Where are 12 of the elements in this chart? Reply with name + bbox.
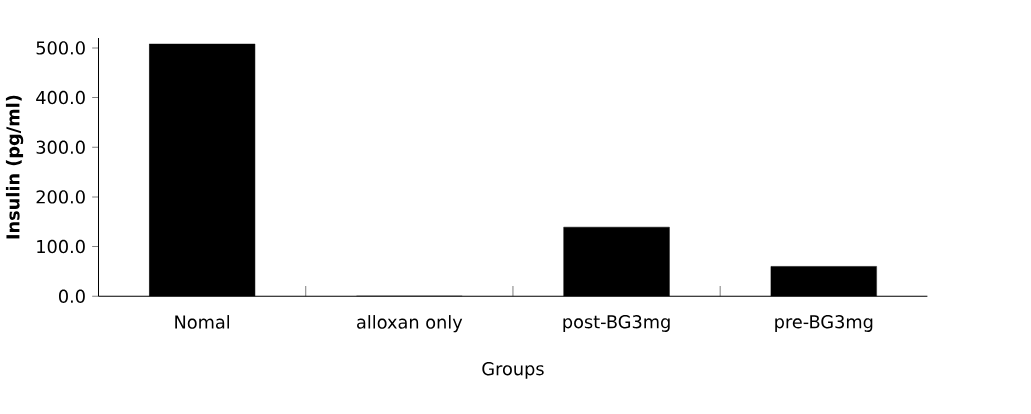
x-axis-title: Groups [482, 362, 544, 379]
y-tick-label: 100.0 [37, 239, 85, 254]
x-tick-label: post-BG3mg [563, 315, 670, 332]
y-tick-label: 0.0 [59, 289, 85, 303]
y-tick-label: 400.0 [36, 90, 85, 105]
y-tick-label: 500.0 [36, 41, 85, 55]
x-tick-label: pre-BG3mg [775, 315, 873, 332]
y-tick-label: 200.0 [36, 190, 85, 204]
y-tick-label: 300.0 [36, 140, 85, 154]
x-tick-label: alloxan only [357, 315, 463, 333]
y-axis-title: Insulin (pg/ml) [5, 95, 24, 239]
x-tick-label: Nomal [175, 315, 230, 329]
